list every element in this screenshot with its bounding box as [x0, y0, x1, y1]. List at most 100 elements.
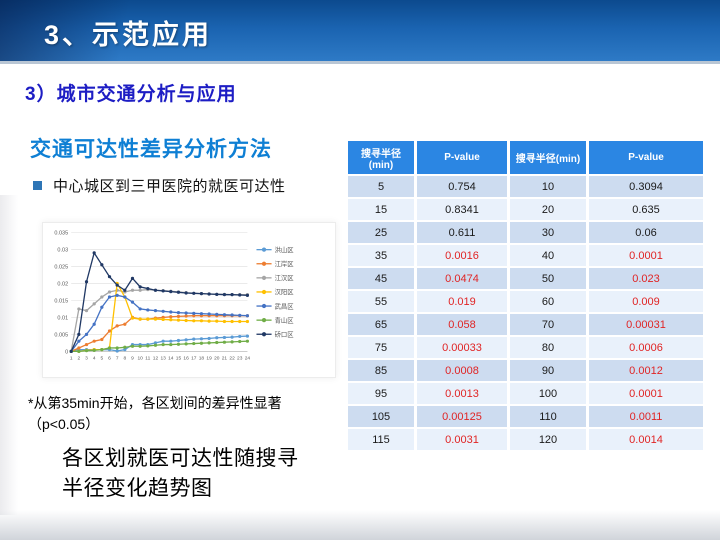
table-row: 25 0.611 30 0.06 — [348, 222, 703, 243]
svg-text:硚口区: 硚口区 — [275, 330, 295, 338]
p-value-cell: 0.0011 — [589, 406, 703, 427]
svg-text:江汉区: 江汉区 — [275, 274, 295, 282]
section-subtitle: 3）城市交通分析与应用 — [25, 84, 237, 105]
svg-text:6: 6 — [108, 355, 111, 361]
svg-text:0.01: 0.01 — [57, 315, 68, 321]
radius-cell: 105 — [348, 406, 414, 427]
table-header-cell: 搜寻半径(min) — [510, 141, 586, 174]
radius-cell: 115 — [348, 429, 414, 450]
radius-cell: 20 — [510, 199, 586, 220]
p-value-cell: 0.058 — [417, 314, 507, 335]
svg-text:青山区: 青山区 — [275, 315, 295, 324]
svg-text:7: 7 — [116, 355, 119, 361]
svg-text:13: 13 — [160, 355, 166, 361]
svg-text:17: 17 — [191, 355, 197, 361]
svg-text:江岸区: 江岸区 — [275, 260, 295, 268]
radius-cell: 25 — [348, 222, 414, 243]
radius-cell: 60 — [510, 291, 586, 312]
significance-footnote: *从第35min开始，各区划间的差异性显著（p<0.05） — [28, 395, 282, 432]
p-value-cell: 0.0001 — [589, 245, 703, 266]
svg-text:21: 21 — [222, 355, 228, 361]
svg-text:0.03: 0.03 — [57, 248, 68, 254]
svg-text:0: 0 — [65, 349, 68, 355]
radius-cell: 5 — [348, 176, 414, 197]
radius-cell: 110 — [510, 406, 586, 427]
svg-text:2: 2 — [78, 355, 81, 361]
radius-cell: 70 — [510, 314, 586, 335]
svg-text:11: 11 — [145, 355, 150, 361]
svg-text:20: 20 — [214, 355, 220, 361]
p-value-cell: 0.635 — [589, 199, 703, 220]
radius-cell: 35 — [348, 245, 414, 266]
p-value-cell: 0.0008 — [417, 360, 507, 381]
p-value-cell: 0.0013 — [417, 383, 507, 404]
radius-cell: 80 — [510, 337, 586, 358]
radius-cell: 65 — [348, 314, 414, 335]
table-row: 45 0.0474 50 0.023 — [348, 268, 703, 289]
svg-text:汉阳区: 汉阳区 — [275, 287, 295, 296]
svg-text:23: 23 — [237, 355, 243, 361]
svg-text:洪山区: 洪山区 — [275, 245, 295, 254]
p-value-cell: 0.023 — [589, 268, 703, 289]
svg-text:16: 16 — [183, 355, 189, 361]
slide-title: 3、示范应用 — [44, 20, 213, 50]
table-header-cell: P-value — [589, 141, 703, 174]
p-value-cell: 0.0031 — [417, 429, 507, 450]
table-header-row: 搜寻半径(min) P-value 搜寻半径(min) P-value — [348, 141, 703, 174]
svg-text:3: 3 — [85, 355, 88, 361]
p-value-cell: 0.754 — [417, 176, 507, 197]
p-value-cell: 0.00031 — [589, 314, 703, 335]
p-value-cell: 0.009 — [589, 291, 703, 312]
p-value-cell: 0.611 — [417, 222, 507, 243]
svg-text:1: 1 — [70, 355, 73, 361]
table-header-cell: 搜寻半径(min) — [348, 141, 414, 174]
svg-text:0.02: 0.02 — [57, 281, 68, 287]
p-value-cell: 0.06 — [589, 222, 703, 243]
svg-text:0.005: 0.005 — [54, 332, 68, 338]
radius-cell: 50 — [510, 268, 586, 289]
p-value-cell: 0.0014 — [589, 429, 703, 450]
radius-cell: 55 — [348, 291, 414, 312]
left-edge-shading — [0, 195, 18, 515]
svg-text:15: 15 — [176, 355, 182, 361]
p-value-cell: 0.3094 — [589, 176, 703, 197]
pvalue-table-header: 搜寻半径(min) P-value 搜寻半径(min) P-value — [348, 141, 703, 174]
p-value-cell: 0.0012 — [589, 360, 703, 381]
pvalue-table-body: 5 0.754 10 0.3094 15 0.8341 20 0.635 25 0.611 30 0.… — [348, 176, 703, 450]
table-row: 55 0.019 60 0.009 — [348, 291, 703, 312]
svg-text:0.015: 0.015 — [54, 298, 68, 304]
p-value-cell: 0.0474 — [417, 268, 507, 289]
table-row: 65 0.058 70 0.00031 — [348, 314, 703, 335]
svg-text:0.025: 0.025 — [54, 265, 68, 271]
bullet-text: 中心城区到三甲医院的就医可达性 — [53, 178, 286, 195]
svg-text:19: 19 — [206, 355, 212, 361]
radius-cell: 100 — [510, 383, 586, 404]
p-value-cell: 0.0016 — [417, 245, 507, 266]
chart-card: 0 0.005 0.01 0.015 0.02 0.025 0.03 0.035 1 2 3 4 5 6 7… — [42, 222, 336, 378]
radius-cell: 40 — [510, 245, 586, 266]
radius-cell: 45 — [348, 268, 414, 289]
radius-cell: 85 — [348, 360, 414, 381]
radius-cell: 90 — [510, 360, 586, 381]
svg-text:18: 18 — [199, 355, 205, 361]
svg-text:8: 8 — [123, 355, 126, 361]
table-row: 35 0.0016 40 0.0001 — [348, 245, 703, 266]
radius-cell: 120 — [510, 429, 586, 450]
svg-text:4: 4 — [93, 355, 96, 361]
table-header-cell: P-value — [417, 141, 507, 174]
p-value-cell: 0.0001 — [589, 383, 703, 404]
p-value-cell: 0.019 — [417, 291, 507, 312]
radius-cell: 10 — [510, 176, 586, 197]
p-value-cell: 0.00125 — [417, 406, 507, 427]
table-row: 85 0.0008 90 0.0012 — [348, 360, 703, 381]
table-row: 15 0.8341 20 0.635 — [348, 199, 703, 220]
bullet-row: 中心城区到三甲医院的就医可达性 — [33, 175, 286, 196]
p-value-cell: 0.00033 — [417, 337, 507, 358]
p-value-cell: 0.8341 — [417, 199, 507, 220]
radius-cell: 75 — [348, 337, 414, 358]
table-row: 105 0.00125 110 0.0011 — [348, 406, 703, 427]
svg-text:22: 22 — [229, 355, 235, 361]
pvalue-table: 搜寻半径(min) P-value 搜寻半径(min) P-value 5 0.754 1… — [345, 139, 706, 452]
